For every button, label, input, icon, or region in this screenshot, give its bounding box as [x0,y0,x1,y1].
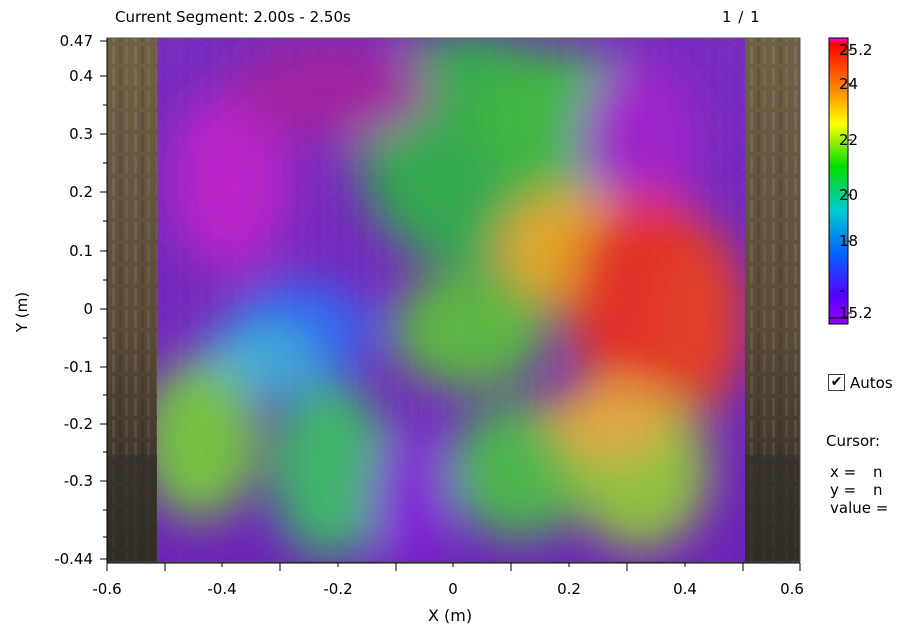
y-tick-label: -0.3 [63,472,93,490]
x-axis-label: X (m) [428,606,473,625]
y-tick-label: 0.1 [69,242,93,260]
page-indicator: 1 / 1 [722,8,761,26]
y-tick-label: -0.44 [54,550,93,568]
autoscale-checkbox[interactable]: ✔ [828,374,845,391]
y-tick-label: 0 [83,300,93,318]
cursor-y-label: y = [830,481,857,499]
colorbar-tick-label: 15.2 [839,304,873,322]
x-tick-label: 0 [448,580,458,598]
y-tick-label: 0.3 [69,125,93,143]
autoscale-label: Autos [850,374,893,392]
cursor-y-value: n [873,481,883,499]
x-tick-label: -0.6 [92,580,122,598]
y-tick-label: -0.2 [63,415,93,433]
cursor-title: Cursor: [826,432,881,450]
x-tick-label: -0.4 [207,580,237,598]
y-tick-label: 0.4 [69,67,93,85]
y-tick-label: 0.2 [69,183,93,201]
x-tick-label: 0.6 [780,580,804,598]
colorbar-tick-label: - [839,281,845,299]
cursor-x-value: n [873,463,883,481]
colorbar-tick-label: 22 [839,131,859,149]
colorbar-tick-label: 25.2 [839,41,873,59]
heatmap-overlay [157,38,745,562]
x-tick-label: -0.2 [323,580,353,598]
cursor-x-label: x = [830,463,857,481]
x-tick-label: 0.4 [673,580,697,598]
colorbar-tick-label: 18 [839,232,859,250]
y-tick-label: 0.47 [59,32,93,50]
y-tick-label: -0.1 [63,358,93,376]
colorbar-tick-label: 24 [839,75,859,93]
x-tick-label: 0.2 [557,580,581,598]
segment-label: Current Segment: 2.00s - 2.50s [115,8,351,26]
cursor-value-label: value = [830,499,889,517]
colorbar-tick-label: 20 [839,186,859,204]
y-axis-label: Y (m) [13,291,32,333]
